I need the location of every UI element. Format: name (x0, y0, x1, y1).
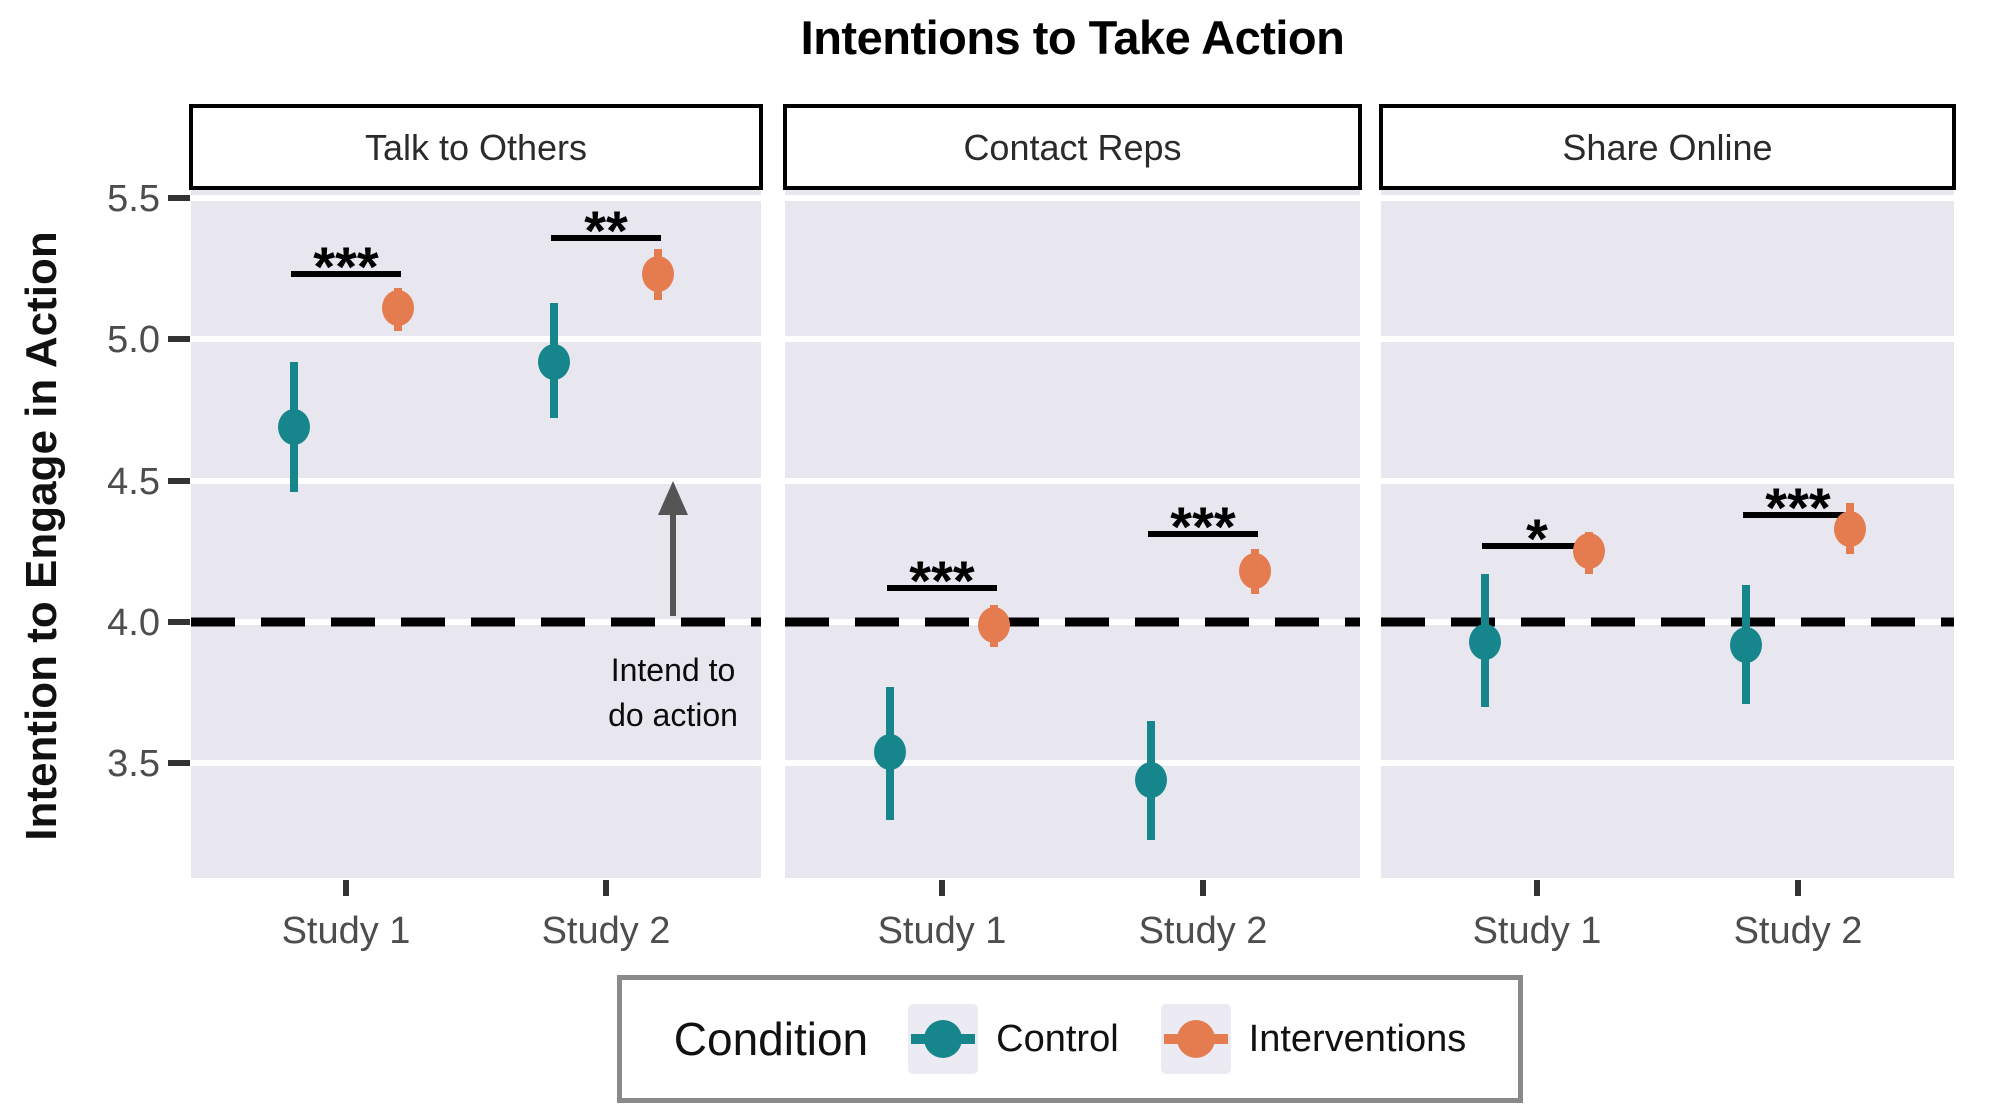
facet-strip (1379, 104, 1956, 190)
point-interventions-study2 (1834, 511, 1866, 547)
point-control-study2 (538, 344, 570, 380)
point-interventions-study2 (642, 256, 674, 292)
legend-item-label: Control (996, 1017, 1119, 1060)
x-tick-label: Study 1 (1473, 910, 1602, 952)
point-control-study1 (1469, 624, 1501, 660)
gridline-4.5 (785, 478, 1360, 484)
y-tick-label: 5.5 (107, 178, 160, 220)
point-interventions-study1 (978, 607, 1010, 643)
gridline-5.5 (1381, 195, 1954, 201)
y-tick-label: 4.0 (107, 602, 160, 644)
legend-key-icon (908, 1004, 979, 1074)
gridline-3.5 (1381, 760, 1954, 766)
significance-stars: *** (1765, 476, 1831, 539)
y-tick-mark (168, 760, 190, 766)
gridline-4.5 (1381, 478, 1954, 484)
point-interventions-study1 (1573, 533, 1605, 569)
y-tick-mark (168, 619, 190, 625)
x-tick-mark (603, 880, 609, 896)
x-tick-label: Study 1 (878, 910, 1007, 952)
panel-background-2 (1381, 190, 1954, 878)
significance-bar (1743, 512, 1853, 518)
point-control-study2 (1730, 627, 1762, 663)
point-interventions-study2 (1239, 553, 1271, 589)
x-tick-label: Study 1 (282, 910, 411, 952)
legend-item-control: Control (908, 1004, 1119, 1074)
legend-item-interventions: Interventions (1160, 1004, 1467, 1074)
x-tick-mark (343, 880, 349, 896)
significance-stars: *** (909, 549, 975, 612)
annotation-text-line: do action (608, 697, 738, 733)
panel-background-1 (785, 190, 1360, 878)
significance-bar (291, 271, 401, 277)
annotation-text-line: Intend to (611, 652, 736, 688)
legend-items: Control Interventions (908, 1004, 1466, 1074)
facet-strip-label: Talk to Others (365, 127, 587, 168)
gridline-5 (1381, 336, 1954, 342)
y-tick-label: 4.5 (107, 461, 160, 503)
y-tick-label: 5.0 (107, 319, 160, 361)
x-tick-mark (1795, 880, 1801, 896)
point-control-study2 (1135, 762, 1167, 798)
legend-item-label: Interventions (1248, 1017, 1467, 1060)
gridline-3.5 (785, 760, 1360, 766)
x-tick-mark (1534, 880, 1540, 896)
significance-bar (1148, 531, 1258, 537)
significance-stars: * (1526, 507, 1548, 570)
gridline-5.5 (191, 195, 761, 201)
gridline-5 (191, 336, 761, 342)
point-control-study1 (278, 409, 310, 445)
facet-strip (783, 104, 1362, 190)
gridline-4.5 (191, 478, 761, 484)
significance-stars: *** (1170, 495, 1236, 558)
chart-title: Intentions to Take Action (800, 11, 1345, 64)
significance-stars: *** (313, 235, 379, 298)
facet-strip-label: Share Online (1562, 127, 1772, 168)
y-tick-label: 3.5 (107, 743, 160, 785)
gridline-3.5 (191, 760, 761, 766)
legend-title: Condition (673, 1013, 869, 1065)
significance-bar (1482, 543, 1592, 549)
legend-key-icon (1160, 1004, 1231, 1074)
facet-strip (189, 104, 763, 190)
x-tick-label: Study 2 (542, 910, 671, 952)
x-tick-label: Study 2 (1139, 910, 1268, 952)
y-tick-mark (168, 336, 190, 342)
legend: Condition Control Interventions (617, 975, 1523, 1103)
gridline-5 (785, 336, 1360, 342)
y-tick-mark (168, 195, 190, 201)
point-control-study1 (874, 734, 906, 770)
x-tick-mark (1200, 880, 1206, 896)
y-tick-mark (168, 478, 190, 484)
x-tick-mark (939, 880, 945, 896)
x-tick-label: Study 2 (1734, 910, 1863, 952)
significance-bar (887, 585, 997, 591)
point-interventions-study1 (382, 290, 414, 326)
significance-stars: ** (584, 199, 628, 262)
facet-strip-label: Contact Reps (963, 127, 1181, 168)
annotation-arrow-head (658, 481, 688, 515)
gridline-5.5 (785, 195, 1360, 201)
significance-bar (551, 235, 661, 241)
